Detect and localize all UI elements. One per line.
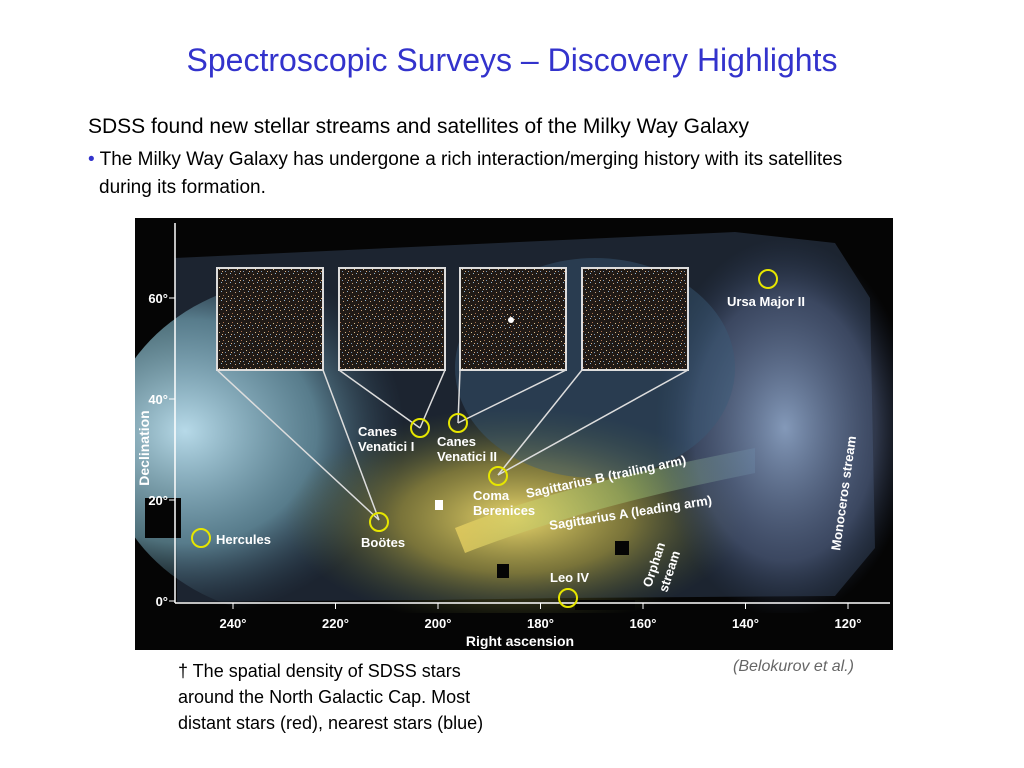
leo-iv-label: Leo IV	[550, 570, 589, 585]
y-ticks: 60° 40° 20° 0°	[148, 291, 175, 609]
y-tick-label: 20°	[148, 493, 168, 508]
caption-line: around the North Galactic Cap. Most	[178, 687, 471, 707]
coma-berenices-label-1: Coma	[473, 488, 510, 503]
x-tick-label: 180°	[527, 616, 554, 631]
inset-panel	[338, 267, 446, 371]
x-tick-label: 220°	[322, 616, 349, 631]
canes-venatici-i-label-1: Canes	[358, 424, 397, 439]
y-tick-label: 40°	[148, 392, 168, 407]
mask-patch	[575, 600, 635, 610]
caption-line: distant stars (red), nearest stars (blue…	[178, 713, 484, 733]
bootes-marker	[369, 512, 389, 532]
slide-title: Spectroscopic Surveys – Discovery Highli…	[186, 42, 838, 78]
coma-berenices-marker	[488, 466, 508, 486]
figure-credit: (Belokurov et al.)	[733, 658, 854, 675]
canes-venatici-i-marker	[410, 418, 430, 438]
bullet-point: • The Milky Way Galaxy has undergone a r…	[88, 146, 1008, 202]
figure-caption: † The spatial density of SDSS stars arou…	[178, 658, 578, 736]
x-tick-label: 140°	[732, 616, 759, 631]
hercules-marker	[191, 528, 211, 548]
y-tick-label: 60°	[148, 291, 168, 306]
x-ticks: 240° 220° 200° 180° 160° 140° 120°	[220, 603, 862, 631]
inset-panel	[459, 267, 567, 371]
x-axis-label: Right ascension	[466, 633, 574, 649]
ursa-major-ii-label: Ursa Major II	[727, 294, 805, 309]
canes-venatici-ii-marker	[448, 413, 468, 433]
x-tick-label: 240°	[220, 616, 247, 631]
hercules-label: Hercules	[216, 532, 271, 547]
x-tick-label: 160°	[630, 616, 657, 631]
bullet-text-line2: during its formation.	[99, 177, 266, 198]
right-star-region	[655, 238, 915, 618]
bottom-mask	[135, 613, 893, 650]
y-axis-label: Declination	[136, 410, 152, 485]
inset-panel	[581, 267, 689, 371]
canes-venatici-i-label-2: Venatici I	[358, 439, 414, 454]
bullet-text-line1: The Milky Way Galaxy has undergone a ric…	[99, 149, 843, 170]
x-tick-label: 120°	[835, 616, 862, 631]
inset-panel	[216, 267, 324, 371]
bright-patch	[435, 500, 443, 510]
x-tick-label: 200°	[425, 616, 452, 631]
coma-berenices-label-2: Berenices	[473, 503, 535, 518]
bullet-marker: •	[88, 149, 95, 170]
bootes-label: Boötes	[361, 535, 405, 550]
canes-venatici-ii-label-1: Canes	[437, 434, 476, 449]
slide-heading: SDSS found new stellar streams and satel…	[88, 115, 749, 138]
sky-density-map: 240° 220° 200° 180° 160° 140° 120° 60° 40° 20° 0°…	[105, 218, 915, 650]
sky-density-map-svg: 240° 220° 200° 180° 160° 140° 120° 60° 40° 20° 0°…	[105, 218, 915, 650]
mask-patch	[615, 541, 629, 555]
sagittarius-stream-band	[455, 448, 755, 553]
y-tick-label: 0°	[156, 594, 168, 609]
inset-connectors	[216, 369, 689, 521]
mask-patch	[497, 564, 509, 578]
ursa-major-ii-marker	[758, 269, 778, 289]
caption-line: † The spatial density of SDSS stars	[178, 661, 461, 681]
leo-iv-marker	[558, 588, 578, 608]
canes-venatici-ii-label-2: Venatici II	[437, 449, 497, 464]
